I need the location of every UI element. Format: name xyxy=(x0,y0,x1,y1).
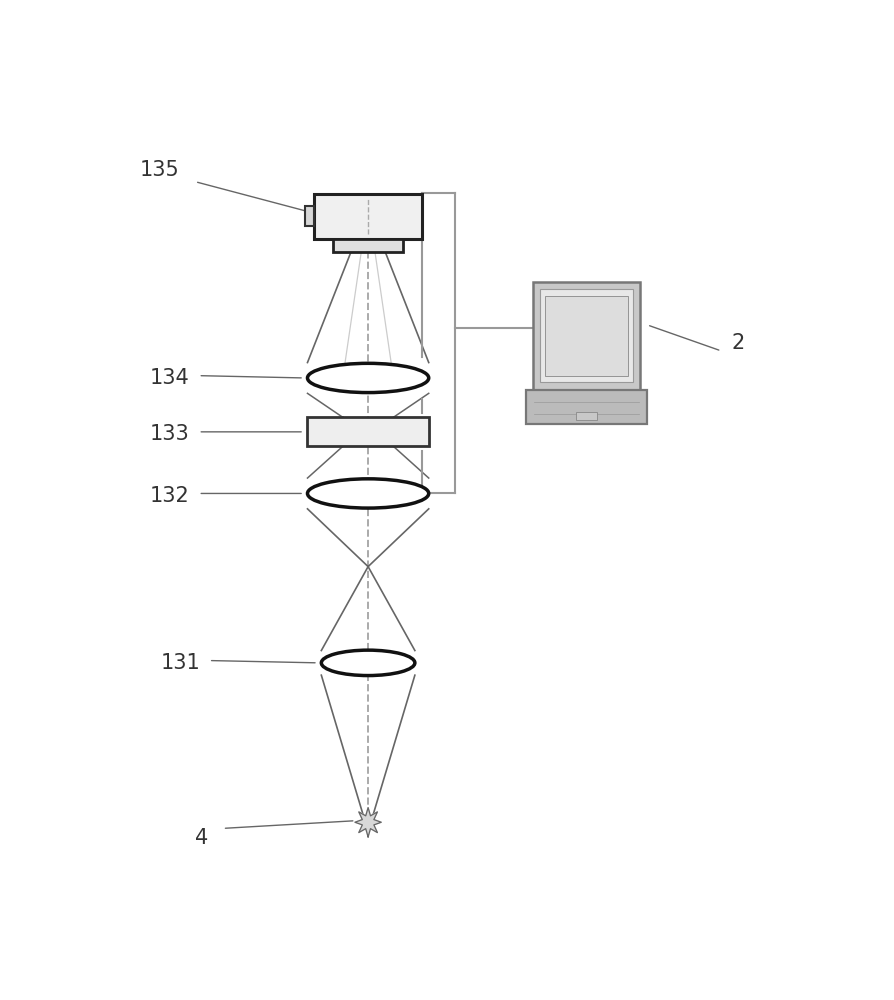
FancyBboxPatch shape xyxy=(545,296,628,376)
Text: 132: 132 xyxy=(150,486,190,506)
FancyBboxPatch shape xyxy=(540,289,633,382)
FancyBboxPatch shape xyxy=(533,282,640,390)
Text: 2: 2 xyxy=(732,333,745,353)
Text: 133: 133 xyxy=(150,424,190,444)
Ellipse shape xyxy=(321,650,415,676)
Text: 134: 134 xyxy=(150,368,190,388)
FancyBboxPatch shape xyxy=(576,412,597,420)
Text: 4: 4 xyxy=(195,828,208,848)
Text: 131: 131 xyxy=(160,653,200,673)
Polygon shape xyxy=(355,808,381,837)
FancyBboxPatch shape xyxy=(306,206,315,226)
FancyBboxPatch shape xyxy=(308,417,429,446)
FancyBboxPatch shape xyxy=(333,239,402,252)
Ellipse shape xyxy=(308,363,429,393)
Text: 135: 135 xyxy=(139,160,179,180)
Ellipse shape xyxy=(308,479,429,508)
FancyBboxPatch shape xyxy=(315,194,422,239)
FancyBboxPatch shape xyxy=(526,390,647,424)
